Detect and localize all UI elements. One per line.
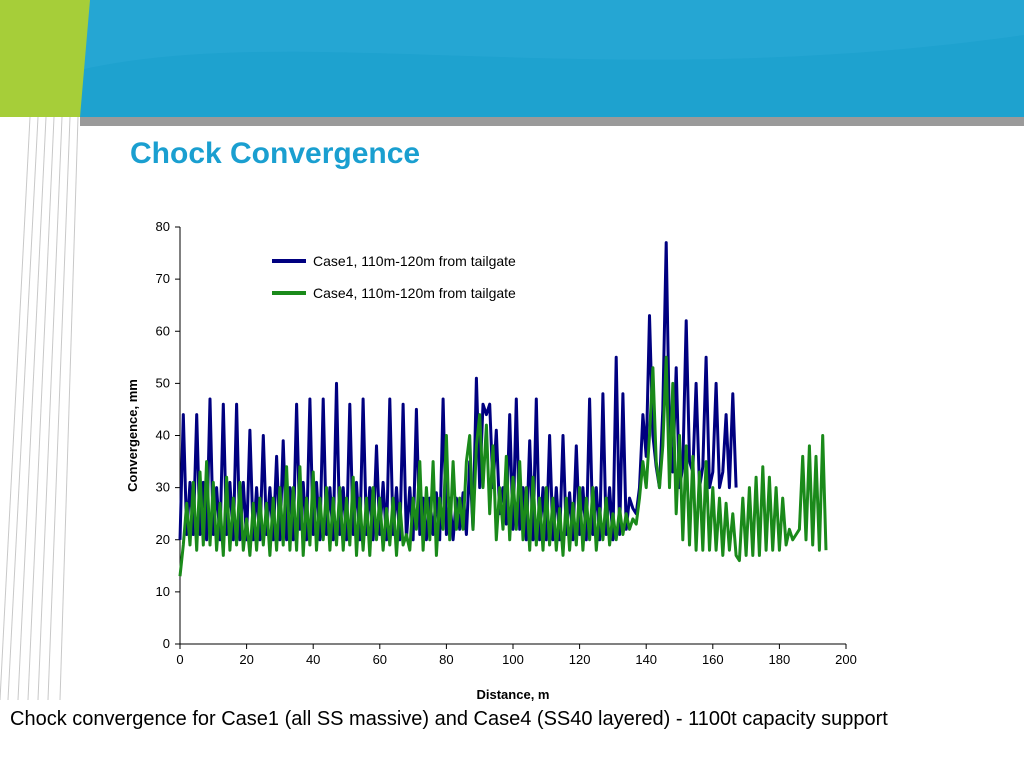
series-line-case4 <box>178 355 828 577</box>
legend-label-case4: Case4, 110m-120m from tailgate <box>313 285 516 301</box>
x-tick-label: 140 <box>635 652 657 667</box>
y-tick-label: 60 <box>156 323 170 338</box>
x-tick-label: 120 <box>569 652 591 667</box>
x-tick-label: 0 <box>176 652 183 667</box>
chart-axes: 0 10 20 30 40 50 60 70 80 0 20 40 60 80 100 120 140 160 18… <box>156 219 857 667</box>
slide-title: Chock Convergence <box>130 137 421 170</box>
header-wave <box>80 0 1024 70</box>
x-tick-label: 40 <box>306 652 320 667</box>
x-tick-label: 160 <box>702 652 724 667</box>
y-axis-title: Convergence, mm <box>125 379 140 492</box>
x-tick-label: 20 <box>239 652 253 667</box>
x-tick-label: 200 <box>835 652 857 667</box>
y-tick-label: 40 <box>156 428 170 443</box>
y-tick-label: 70 <box>156 271 170 286</box>
x-tick-label: 60 <box>373 652 387 667</box>
x-tick-label: 100 <box>502 652 524 667</box>
y-tick-label: 10 <box>156 584 170 599</box>
x-tick-label: 80 <box>439 652 453 667</box>
left-decorative-lines <box>0 116 79 701</box>
x-tick-label: 180 <box>769 652 791 667</box>
header-gray-bar <box>80 117 1024 126</box>
chart-series <box>178 241 828 577</box>
y-tick-label: 50 <box>156 375 170 390</box>
y-tick-label: 30 <box>156 480 170 495</box>
y-tick-label: 0 <box>163 636 170 651</box>
y-tick-label: 20 <box>156 532 170 547</box>
legend-label-case1: Case1, 110m-120m from tailgate <box>313 253 516 269</box>
slide-caption: Chock convergence for Case1 (all SS mass… <box>10 708 888 730</box>
x-axis-title: Distance, m <box>477 687 550 702</box>
chart-legend: Case1, 110m-120m from tailgate Case4, 110… <box>272 253 516 301</box>
header-lime-block <box>0 0 90 117</box>
y-tick-label: 80 <box>156 219 170 234</box>
